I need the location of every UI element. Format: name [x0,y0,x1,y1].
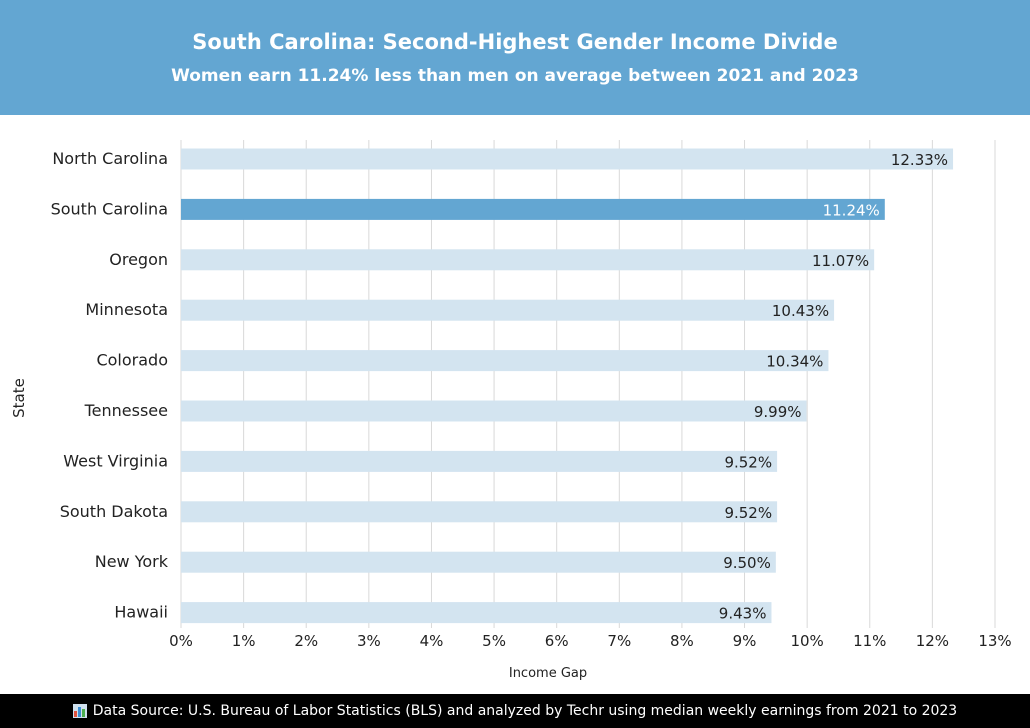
bar-chart: 0% 1% 2% 3% 4% 5% 6% 7% 8% 9% 10% 11% 12% 13% North Ca… [10,140,1012,681]
data-label: 10.34% [766,353,823,371]
data-label: 9.50% [723,554,771,572]
data-label: 11.07% [812,252,869,270]
data-label: 11.24% [823,201,880,219]
x-tick-label: 2% [294,632,318,650]
y-tick-label: Hawaii [114,603,168,622]
y-axis-label: State [10,378,28,418]
bar-south-dakota [181,501,778,523]
x-tick-label: 6% [545,632,569,650]
bar-colorado [181,350,829,372]
x-tick-label: 8% [670,632,694,650]
bar-oregon [181,249,875,271]
y-tick-label: Tennessee [84,401,168,420]
bar-minnesota [181,299,835,321]
y-tick-label: South Dakota [60,502,168,521]
y-tick-label: Minnesota [85,300,168,319]
x-tick-label: 12% [916,632,949,650]
y-tick-label: New York [95,552,169,571]
data-label: 12.33% [891,151,948,169]
y-tick-label: South Carolina [51,199,168,218]
bar-hawaii [181,602,772,624]
x-tick-label: 1% [232,632,256,650]
y-tick-label: North Carolina [52,149,168,168]
bar-west-virginia [181,450,778,472]
bar-north-carolina [181,148,954,170]
chart-header: South Carolina: Second-Highest Gender In… [0,0,1030,115]
x-tick-label: 3% [357,632,381,650]
data-label: 9.52% [724,504,772,522]
bar-tennessee [181,400,807,422]
x-tick-label: 4% [420,632,444,650]
x-tick-label: 13% [978,632,1011,650]
data-label: 9.99% [754,403,802,421]
x-tick-label: 7% [607,632,631,650]
bar-chart-icon [72,704,87,718]
chart-subtitle: Women earn 11.24% less than men on avera… [171,66,859,86]
y-tick-label: Oregon [109,250,168,269]
chart-title: South Carolina: Second-Highest Gender In… [192,30,838,54]
data-label: 9.43% [719,605,767,623]
y-tick-label: West Virginia [63,451,168,470]
x-tick-label: 11% [853,632,886,650]
footer: Data Source: U.S. Bureau of Labor Statis… [0,694,1030,728]
x-axis-label: Income Gap [509,666,587,681]
x-tick-label: 10% [790,632,823,650]
data-label: 10.43% [772,302,829,320]
y-tick-label: Colorado [96,351,168,370]
x-tick-label: 0% [169,632,193,650]
x-tick-label: 9% [733,632,757,650]
bar-new-york [181,551,776,573]
data-label: 9.52% [724,453,772,471]
data-source-text: Data Source: U.S. Bureau of Labor Statis… [92,703,958,719]
x-tick-label: 5% [482,632,506,650]
bar-south-carolina [181,198,885,220]
